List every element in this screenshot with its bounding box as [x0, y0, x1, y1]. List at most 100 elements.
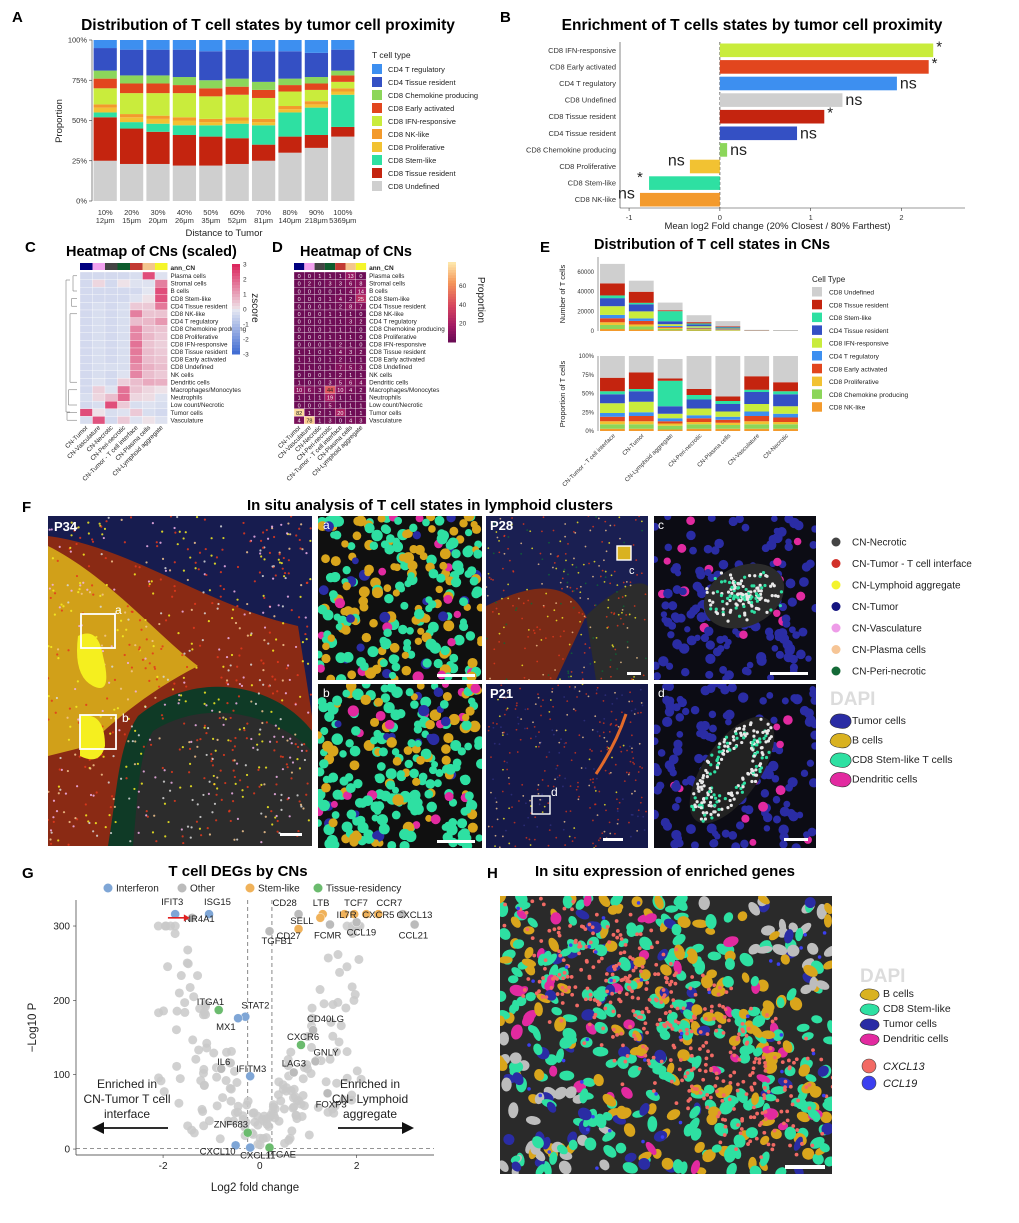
cell-dot — [230, 653, 234, 657]
cell-dot — [633, 675, 635, 678]
cell-dot — [59, 788, 62, 791]
cell-dot — [226, 702, 229, 705]
cell-dot — [300, 583, 303, 587]
cell-dot — [553, 562, 556, 564]
bar-segment — [715, 411, 741, 417]
cell — [661, 601, 670, 610]
cell-dot — [270, 810, 273, 813]
cell — [675, 796, 682, 804]
cell-dot — [518, 800, 520, 802]
transcript-dot — [560, 985, 565, 990]
transcript-dot — [612, 978, 617, 983]
cell-dot — [51, 557, 55, 560]
cell-dot — [529, 799, 531, 802]
gene-point — [296, 1040, 306, 1050]
bar-segment — [278, 112, 302, 137]
panel-f: F In situ analysis of T cell states in l… — [22, 497, 972, 848]
transcript-dot — [709, 1009, 714, 1014]
heatmap-cell — [355, 416, 367, 425]
cell-dot — [634, 790, 636, 793]
cell — [453, 610, 462, 619]
transcript-dot — [610, 972, 615, 977]
cell-dot — [245, 551, 249, 554]
cell-dot — [75, 705, 78, 708]
cell-dot — [156, 545, 159, 548]
cell-dot — [514, 845, 517, 848]
cell-dot — [121, 635, 124, 638]
cell-value: 0 — [308, 403, 311, 409]
transcript-dot — [561, 1058, 566, 1063]
cell-legend-shape — [829, 752, 852, 768]
cell-dot — [526, 708, 529, 710]
legend-label: CD8 IFN-responsive — [829, 341, 889, 348]
gene-point — [339, 909, 350, 919]
gene-label: CCL19 — [347, 927, 377, 938]
transcript-dot — [786, 1058, 791, 1063]
cell-dot — [528, 679, 530, 680]
cell-dot — [721, 610, 725, 614]
transcript-dot — [805, 1056, 810, 1061]
transcript-dot — [703, 1062, 708, 1067]
gene-point — [334, 1037, 344, 1047]
cell — [512, 939, 525, 949]
cell-dot — [168, 614, 171, 617]
gene-label: IFIT3 — [161, 897, 183, 908]
bar-segment — [628, 318, 654, 321]
cell — [785, 783, 793, 792]
heatmap-cell — [129, 393, 143, 402]
transcript-dot — [608, 1000, 613, 1005]
cell-dot — [772, 584, 776, 588]
heatmap-cell — [142, 385, 156, 394]
heatmap-cell — [117, 363, 131, 371]
transcript-dot — [637, 1066, 642, 1071]
transcript-dot — [668, 1058, 673, 1062]
cell — [402, 644, 412, 653]
cell-dot — [717, 750, 721, 754]
cell-value: 1 — [298, 358, 301, 364]
cell — [512, 999, 520, 1012]
cell-dot — [576, 587, 578, 590]
bar-segment — [600, 356, 625, 378]
cell — [510, 1155, 521, 1164]
legend-dot — [103, 883, 113, 893]
y-tick-label: 0% — [585, 429, 594, 435]
cell-dot — [104, 556, 107, 560]
cell-dot — [743, 613, 747, 617]
cell-dot — [520, 718, 523, 720]
cell-dot — [620, 661, 622, 664]
cell-dot — [501, 790, 504, 793]
gene-point — [397, 909, 408, 919]
gene-label: MX1 — [216, 1022, 236, 1033]
cell-dot — [566, 700, 569, 703]
gene-point — [212, 1072, 222, 1082]
gene-point — [229, 1116, 239, 1126]
cell-dot — [180, 828, 183, 831]
cell-dot — [640, 796, 643, 799]
cell-dot — [527, 629, 530, 631]
y-tick-label: CD8 Proliferative — [559, 162, 616, 171]
cell — [326, 834, 338, 847]
cell — [372, 587, 384, 599]
cell-dot — [156, 675, 159, 678]
gene-point — [342, 962, 352, 972]
transcript-dot — [617, 961, 622, 966]
transcript-dot — [748, 1139, 753, 1144]
cell-dot — [514, 609, 517, 612]
cell-dot — [271, 692, 275, 695]
cell-dot — [636, 829, 639, 832]
cell-dot — [85, 703, 88, 706]
cell-dot — [273, 793, 277, 796]
cell-dot — [502, 567, 504, 570]
gene-legend-dot — [861, 1075, 877, 1091]
cell — [330, 800, 338, 808]
transcript-dot — [559, 1018, 564, 1023]
cell — [657, 749, 666, 757]
cell-dot — [162, 797, 165, 800]
transcript-dot — [721, 1093, 726, 1098]
cell-dot — [505, 708, 508, 711]
cell-dot — [56, 559, 59, 562]
cell-value: 0 — [318, 373, 321, 379]
cell-dot — [573, 687, 576, 690]
cell — [562, 896, 573, 909]
cell-dot — [84, 803, 87, 806]
